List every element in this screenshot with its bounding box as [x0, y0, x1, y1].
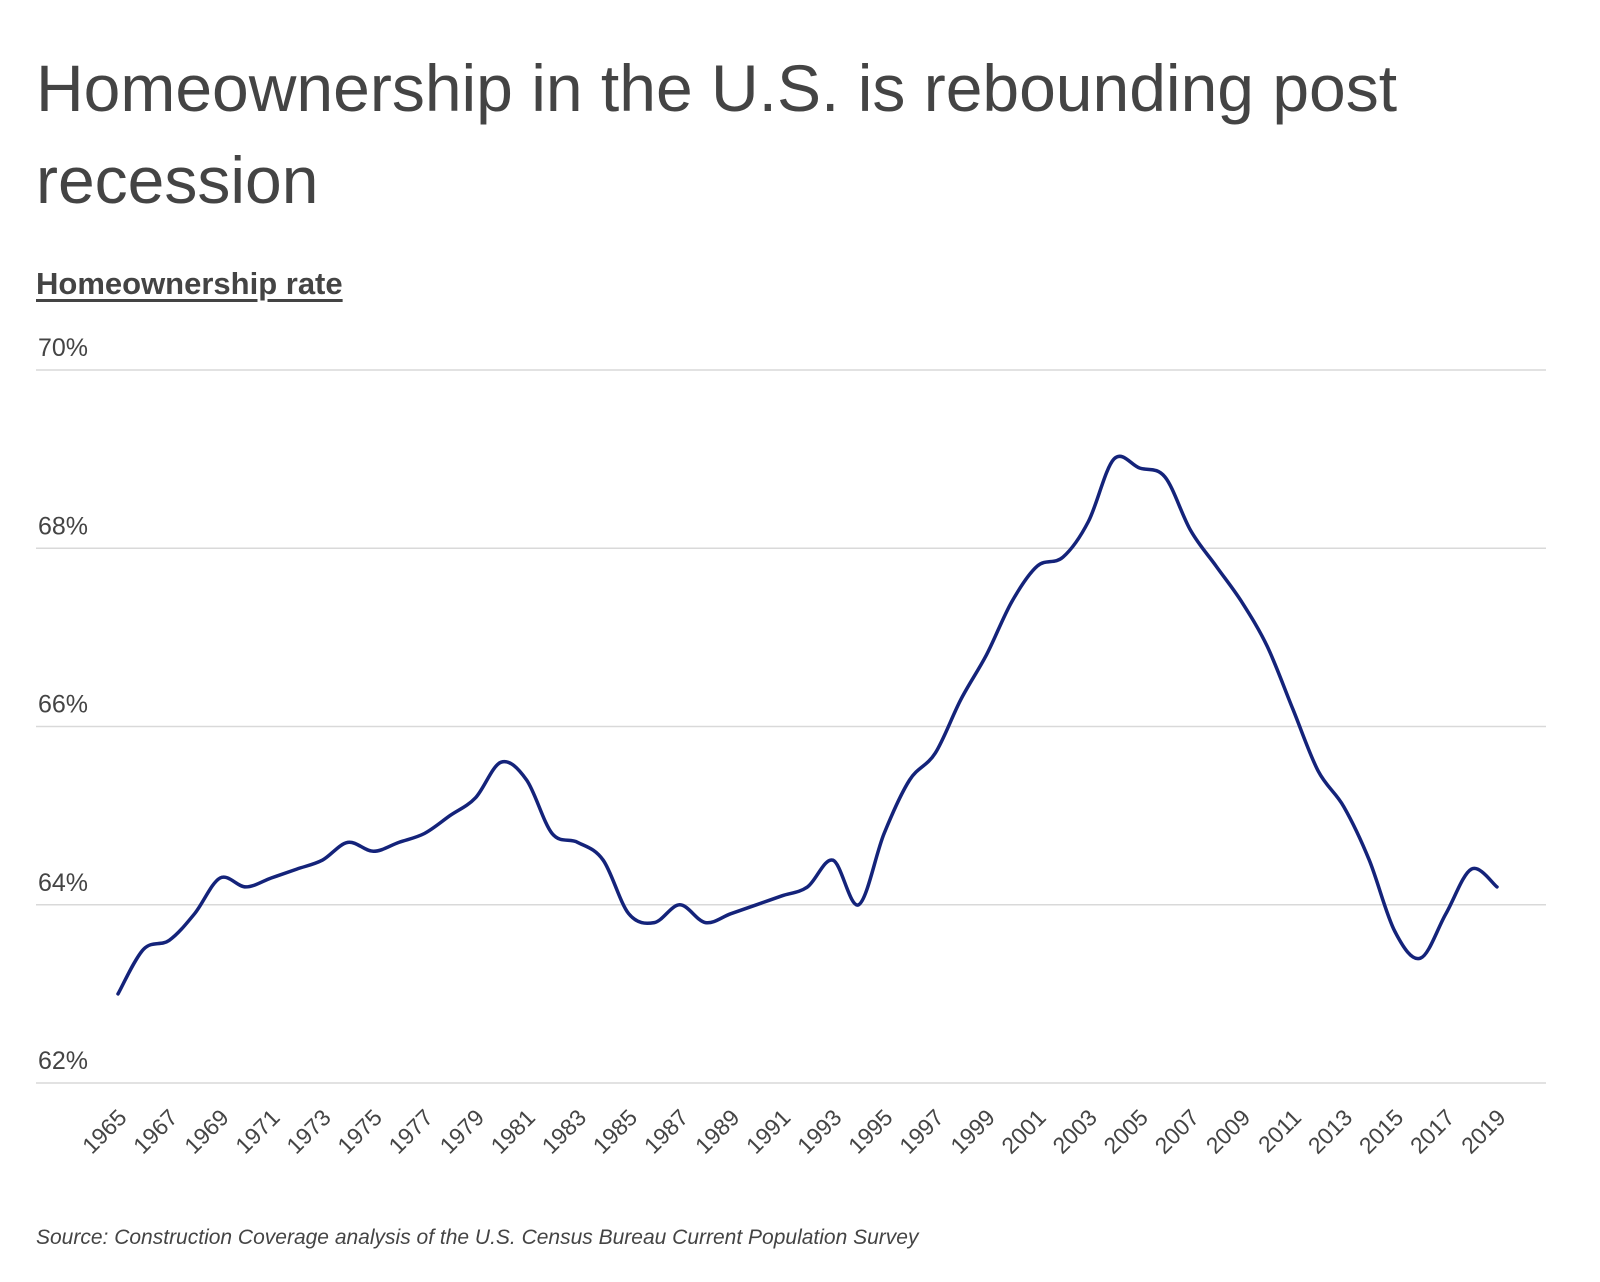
- data-point: [1389, 926, 1401, 938]
- data-point: [1338, 801, 1350, 813]
- data-point: [648, 917, 660, 929]
- y-tick-label: 62%: [38, 1047, 88, 1075]
- data-point: [393, 836, 405, 848]
- y-tick-label: 64%: [38, 869, 88, 897]
- data-point: [316, 854, 328, 866]
- data-point: [980, 649, 992, 661]
- series-line: [116, 454, 1499, 996]
- x-tick-label: 2001: [996, 1104, 1051, 1159]
- x-tick-label: 2019: [1456, 1104, 1511, 1159]
- data-point: [495, 756, 507, 768]
- x-tick-label: 1967: [128, 1104, 183, 1159]
- data-point: [904, 774, 916, 786]
- data-point: [265, 872, 277, 884]
- data-point: [929, 747, 941, 759]
- y-axis: 62% 64% 66% 68% 70%: [38, 334, 88, 1075]
- data-point: [418, 828, 430, 840]
- data-point: [1210, 560, 1222, 572]
- x-tick-label: 1977: [383, 1104, 438, 1159]
- data-point: [1466, 863, 1478, 875]
- data-point: [853, 899, 865, 911]
- data-point: [291, 863, 303, 875]
- x-tick-label: 2007: [1150, 1104, 1205, 1159]
- data-point: [1491, 881, 1503, 893]
- x-tick-label: 1971: [230, 1104, 285, 1159]
- data-point: [546, 828, 558, 840]
- y-axis-label: Homeownership rate: [36, 266, 343, 301]
- data-point: [138, 943, 150, 955]
- data-point: [214, 872, 226, 884]
- x-axis: 1965196719691971197319751977197919811983…: [77, 1104, 1511, 1159]
- x-tick-label: 2013: [1303, 1104, 1358, 1159]
- data-point: [1031, 560, 1043, 572]
- data-point: [1006, 596, 1018, 608]
- data-point: [189, 908, 201, 920]
- x-tick-label: 1981: [486, 1104, 541, 1159]
- data-point: [1082, 516, 1094, 528]
- data-point: [597, 854, 609, 866]
- x-tick-label: 1997: [894, 1104, 949, 1159]
- data-point: [725, 908, 737, 920]
- data-point: [802, 881, 814, 893]
- data-point: [1440, 908, 1452, 920]
- y-tick-label: 70%: [38, 334, 88, 362]
- data-point: [623, 908, 635, 920]
- x-tick-label: 1969: [179, 1104, 234, 1159]
- x-tick-label: 1991: [741, 1104, 796, 1159]
- data-point: [827, 854, 839, 866]
- x-tick-label: 2009: [1201, 1104, 1256, 1159]
- data-point: [572, 836, 584, 848]
- data-point: [1108, 453, 1120, 465]
- x-tick-label: 2011: [1253, 1104, 1306, 1157]
- x-tick-label: 1983: [537, 1104, 592, 1159]
- data-point: [163, 934, 175, 946]
- x-tick-label: 2015: [1354, 1104, 1409, 1159]
- data-point: [112, 988, 124, 1000]
- x-tick-label: 1979: [434, 1104, 489, 1159]
- series-group: [112, 453, 1503, 1000]
- data-point: [1414, 952, 1426, 964]
- x-tick-label: 1975: [332, 1104, 387, 1159]
- data-point: [1312, 765, 1324, 777]
- data-point: [1057, 551, 1069, 563]
- data-point: [1261, 640, 1273, 652]
- chart-title: Homeownership in the U.S. is rebounding …: [36, 51, 1398, 217]
- gridlines: [36, 369, 1546, 1084]
- x-tick-label: 1999: [945, 1104, 1000, 1159]
- x-tick-label: 1973: [281, 1104, 336, 1159]
- x-tick-label: 1965: [77, 1104, 132, 1159]
- y-tick-label: 68%: [38, 512, 88, 540]
- data-point: [750, 899, 762, 911]
- data-point: [1363, 854, 1375, 866]
- data-point: [1236, 596, 1248, 608]
- data-point: [240, 881, 252, 893]
- data-point: [1134, 462, 1146, 474]
- x-tick-label: 1995: [843, 1104, 898, 1159]
- data-point: [776, 890, 788, 902]
- data-point: [521, 774, 533, 786]
- data-point: [1159, 471, 1171, 483]
- data-point: [367, 845, 379, 857]
- data-point: [444, 810, 456, 822]
- data-point: [878, 828, 890, 840]
- x-tick-label: 1987: [639, 1104, 694, 1159]
- data-point: [470, 792, 482, 804]
- source-note: Source: Construction Coverage analysis o…: [36, 1226, 919, 1249]
- data-point: [699, 917, 711, 929]
- y-tick-label: 66%: [38, 691, 88, 719]
- x-tick-label: 2005: [1098, 1104, 1153, 1159]
- data-point: [1185, 524, 1197, 536]
- x-tick-label: 1985: [588, 1104, 643, 1159]
- data-point: [1287, 703, 1299, 715]
- x-tick-label: 1993: [792, 1104, 847, 1159]
- data-point: [342, 836, 354, 848]
- x-tick-label: 1989: [690, 1104, 745, 1159]
- x-tick-label: 2017: [1405, 1104, 1460, 1159]
- x-tick-label: 2003: [1047, 1104, 1102, 1159]
- data-point: [955, 694, 967, 706]
- data-point: [674, 899, 686, 911]
